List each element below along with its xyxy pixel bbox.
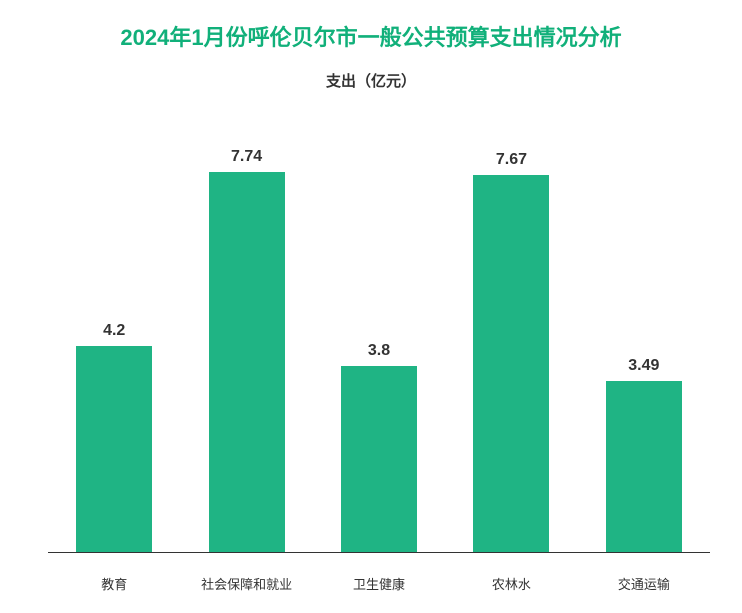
bar xyxy=(76,346,152,553)
bar-group: 3.49 xyxy=(578,110,710,553)
bar-value-label: 7.74 xyxy=(231,148,262,166)
bar xyxy=(209,172,285,553)
x-axis-line xyxy=(48,552,710,553)
bar-group: 4.2 xyxy=(48,110,180,553)
bar xyxy=(341,366,417,553)
bar-group: 7.67 xyxy=(445,110,577,553)
bars-container: 4.2 7.74 3.8 7.67 3.49 xyxy=(48,110,710,553)
x-axis-label: 教育 xyxy=(48,574,180,593)
bar xyxy=(606,381,682,553)
x-axis-labels: 教育 社会保障和就业 卫生健康 农林水 交通运输 xyxy=(48,574,710,593)
bar-value-label: 4.2 xyxy=(103,322,125,340)
bar xyxy=(473,175,549,553)
bar-value-label: 3.49 xyxy=(628,357,659,375)
chart-subtitle: 支出（亿元） xyxy=(0,70,742,91)
x-axis-label: 卫生健康 xyxy=(313,574,445,593)
x-axis-label: 交通运输 xyxy=(578,574,710,593)
bar-value-label: 3.8 xyxy=(368,342,390,360)
x-axis-label: 农林水 xyxy=(445,574,577,593)
chart-title: 2024年1月份呼伦贝尔市一般公共预算支出情况分析 xyxy=(0,0,742,52)
x-axis-label: 社会保障和就业 xyxy=(180,574,312,593)
bar-value-label: 7.67 xyxy=(496,151,527,169)
chart-plot-area: 4.2 7.74 3.8 7.67 3.49 xyxy=(48,110,710,553)
bar-group: 3.8 xyxy=(313,110,445,553)
bar-group: 7.74 xyxy=(180,110,312,553)
